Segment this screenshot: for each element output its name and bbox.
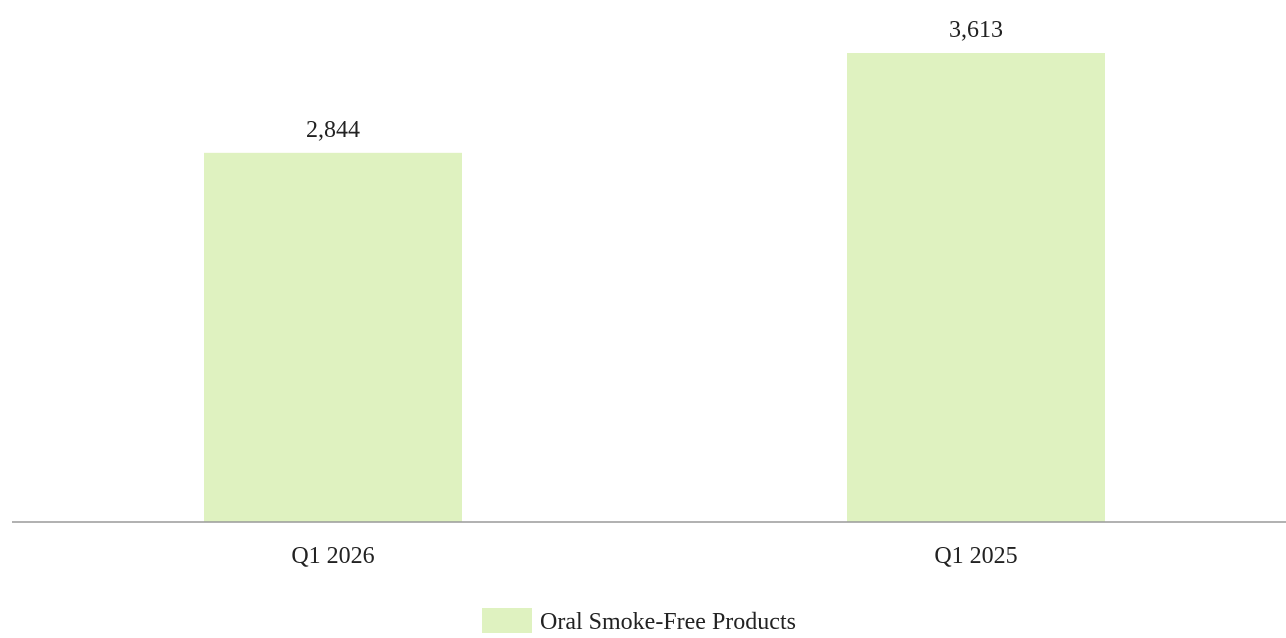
x-tick-label-q1-2025: Q1 2025 (934, 543, 1017, 569)
x-tick-labels: Q1 2026 Q1 2025 (291, 543, 1017, 569)
legend: Oral Smoke-Free Products (482, 608, 796, 635)
legend-swatch (482, 608, 532, 633)
value-label-q1-2026: 2,844 (306, 117, 360, 143)
legend-label-oral-smoke-free-products: Oral Smoke-Free Products (540, 609, 796, 633)
value-labels-layer: 2,844 3,613 (306, 17, 1003, 143)
bar-q1-2026 (204, 152, 462, 523)
bars-layer (204, 53, 1105, 523)
value-label-q1-2025: 3,613 (949, 17, 1003, 43)
x-tick-label-q1-2026: Q1 2026 (291, 543, 374, 569)
bar-q1-2025 (847, 53, 1105, 522)
